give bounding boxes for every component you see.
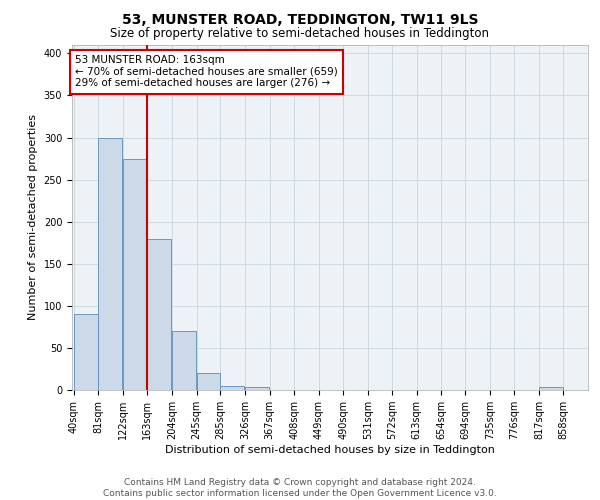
Text: 53, MUNSTER ROAD, TEDDINGTON, TW11 9LS: 53, MUNSTER ROAD, TEDDINGTON, TW11 9LS [122,12,478,26]
Bar [123,158,147,390]
Text: 53 MUNSTER ROAD: 163sqm
← 70% of semi-detached houses are smaller (659)
29% of s: 53 MUNSTER ROAD: 163sqm ← 70% of semi-de… [75,55,338,88]
Bar [98,138,122,390]
X-axis label: Distribution of semi-detached houses by size in Teddington: Distribution of semi-detached houses by … [165,445,495,455]
Bar [197,373,220,390]
Bar [172,331,196,390]
Text: Contains HM Land Registry data © Crown copyright and database right 2024.
Contai: Contains HM Land Registry data © Crown c… [103,478,497,498]
Bar [245,386,269,390]
Y-axis label: Number of semi-detached properties: Number of semi-detached properties [28,114,38,320]
Bar [539,388,563,390]
Bar [74,314,98,390]
Bar [220,386,244,390]
Text: Size of property relative to semi-detached houses in Teddington: Size of property relative to semi-detach… [110,28,490,40]
Bar [148,238,172,390]
